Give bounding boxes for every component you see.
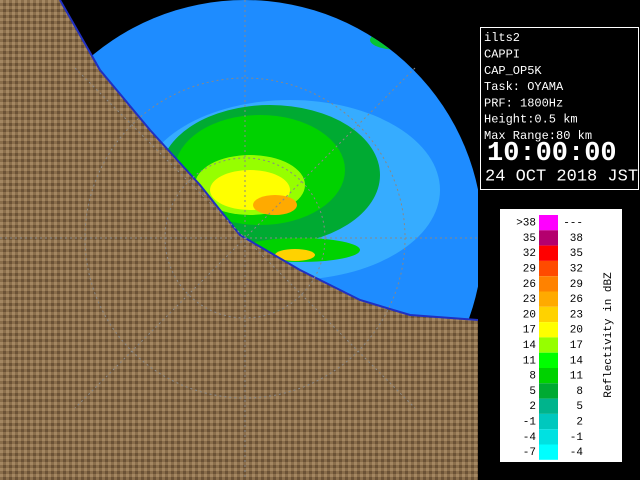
- info-panel: ilts2 CAPPI CAP_OP5K Task: OYAMA PRF: 1800Hz…: [480, 27, 639, 190]
- legend-low: >38: [516, 218, 536, 230]
- time: 10:00:00: [487, 139, 617, 169]
- legend: >38 --- 35 38 32 35 29 32 26 29 23 26 20 23 17 20 14 17 11…: [499, 208, 623, 463]
- legend-box: [499, 208, 623, 463]
- radar-map: [0, 0, 478, 480]
- info-line: ilts2: [484, 31, 520, 45]
- legend-swatch: [539, 291, 558, 307]
- legend-high: -1: [570, 432, 584, 444]
- legend-high: 20: [570, 325, 583, 337]
- range-rings: [0, 0, 478, 480]
- legend-high: 5: [576, 401, 583, 413]
- info-line: Task: OYAMA: [484, 80, 564, 94]
- info-line: Max Range:80 km: [484, 129, 592, 143]
- legend-swatch: [539, 337, 558, 353]
- legend-high: 14: [570, 355, 584, 367]
- legend-low: 2: [529, 401, 536, 413]
- legend-swatch: [539, 306, 558, 323]
- info-line: Height:0.5 km: [484, 113, 578, 127]
- legend-high: ---: [563, 218, 583, 230]
- legend-high: -4: [570, 447, 584, 459]
- legend-low: 29: [523, 263, 536, 275]
- legend-high: 17: [570, 340, 583, 352]
- info-line: PRF: 1800Hz: [484, 96, 563, 110]
- legend-high: 26: [570, 294, 583, 306]
- legend-low: -4: [523, 432, 537, 444]
- legend-swatch: [539, 368, 558, 384]
- legend-high: 11: [570, 371, 584, 383]
- legend-swatch: [539, 215, 558, 231]
- legend-low: -1: [523, 416, 537, 428]
- info-line: CAP_OP5K: [484, 64, 542, 78]
- legend-high: 23: [570, 309, 583, 321]
- legend-low: 14: [523, 340, 537, 352]
- legend-swatch: [539, 444, 558, 460]
- land: [0, 0, 478, 480]
- legend-swatch: [539, 230, 558, 246]
- legend-swatch: [539, 260, 558, 277]
- coastline: [59, 0, 478, 321]
- legend-swatch: [539, 429, 558, 445]
- legend-high: 38: [570, 233, 583, 245]
- legend-low: 35: [523, 233, 536, 245]
- legend-low: 20: [523, 309, 536, 321]
- legend-high: 8: [576, 386, 583, 398]
- legend-high: 35: [570, 248, 583, 260]
- legend-swatch: [539, 322, 558, 338]
- legend-low: 26: [523, 279, 536, 291]
- legend-swatch: [539, 245, 558, 261]
- legend-low: 32: [523, 248, 536, 260]
- legend-high: 29: [570, 279, 583, 291]
- legend-low: 17: [523, 325, 536, 337]
- legend-swatch: [539, 383, 558, 399]
- legend-swatch: [539, 398, 558, 414]
- legend-swatch: [539, 352, 558, 368]
- legend-low: -7: [523, 447, 536, 459]
- date: 24 OCT 2018 JST: [485, 167, 638, 186]
- legend-swatch: [539, 413, 558, 430]
- legend-high: 32: [570, 263, 583, 275]
- legend-low: 23: [523, 294, 536, 306]
- legend-low: 8: [529, 371, 536, 383]
- legend-title: Reflectivity in dBZ: [603, 272, 615, 398]
- legend-low: 11: [523, 355, 537, 367]
- info-line: CAPPI: [484, 47, 520, 61]
- legend-low: 5: [529, 386, 536, 398]
- info-box: [480, 27, 639, 190]
- legend-swatch: [539, 276, 558, 292]
- legend-high: 2: [576, 416, 583, 428]
